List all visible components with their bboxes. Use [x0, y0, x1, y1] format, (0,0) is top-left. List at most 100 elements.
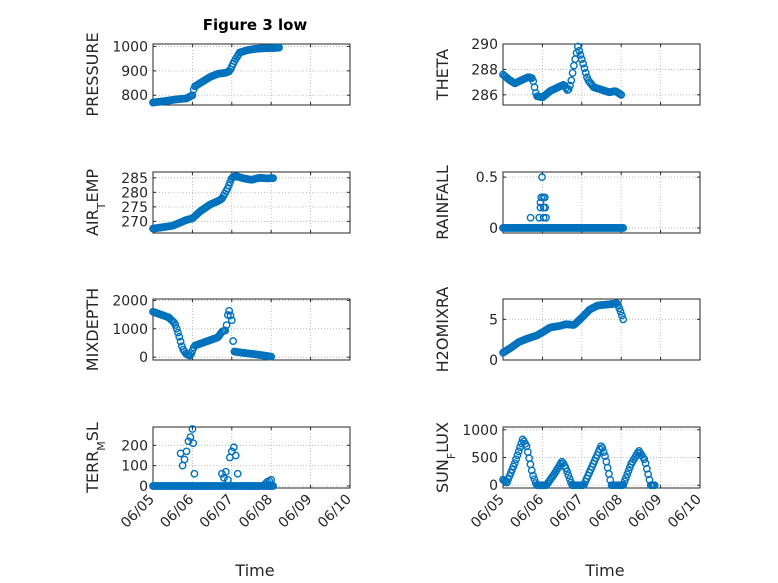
- data-series: [149, 172, 278, 233]
- y-axis-label: SUNFLUX: [433, 422, 458, 493]
- y-tick-label: 275: [121, 200, 148, 216]
- data-point: [567, 76, 576, 85]
- data-point: [617, 311, 626, 320]
- axes-box: [152, 171, 351, 234]
- data-point: [539, 213, 548, 222]
- data-point: [538, 173, 546, 181]
- y-tick-label: 2000: [112, 293, 148, 309]
- data-point: [526, 213, 535, 222]
- data-point: [624, 466, 633, 475]
- data-point: [564, 85, 573, 94]
- data-point: [598, 444, 607, 452]
- data-point: [510, 459, 519, 468]
- data-point: [542, 213, 550, 222]
- data-point: [616, 307, 625, 316]
- data-point: [541, 203, 550, 212]
- data-point: [188, 425, 197, 433]
- y-tick-label: 270: [121, 214, 148, 230]
- data-point: [566, 81, 574, 90]
- data-point: [222, 321, 231, 330]
- data-series: [149, 306, 276, 361]
- subplot-rainfall: 0 0.5 RAINFALL: [433, 165, 701, 240]
- data-point: [176, 337, 185, 346]
- data-point: [171, 321, 180, 329]
- subplot-theta: 286 288 290 THETA: [433, 37, 701, 106]
- data-point: [581, 68, 590, 77]
- data-point: [619, 315, 628, 324]
- y-tick-label: 0.5: [476, 170, 498, 186]
- y-tick-label: 200: [121, 438, 148, 454]
- y-tick-label: 285: [121, 171, 148, 187]
- data-point: [221, 326, 230, 335]
- x-axis-label-left: Time: [234, 561, 274, 580]
- y-tick-label: 100: [121, 459, 148, 475]
- plot-area: [503, 172, 700, 233]
- y-tick-label: 0: [489, 221, 498, 237]
- y-tick-label: 290: [471, 37, 498, 53]
- data-point: [514, 447, 523, 456]
- data-point: [580, 64, 589, 73]
- subplot-pressure: 800 900 1000 PRESSURE: [83, 32, 351, 117]
- data-point: [527, 466, 536, 475]
- data-point: [561, 464, 570, 472]
- data-point: [512, 455, 520, 464]
- data-point: [619, 224, 628, 232]
- data-point: [231, 451, 240, 460]
- data-point: [536, 203, 545, 212]
- data-point: [565, 474, 574, 483]
- y-tick-label: 0: [139, 479, 148, 495]
- data-point: [601, 452, 609, 461]
- y-axis-label: RAINFALL: [433, 165, 452, 240]
- data-point: [620, 477, 629, 486]
- data-point: [619, 480, 628, 489]
- axes-box: [152, 43, 351, 106]
- data-point: [229, 443, 238, 452]
- data-series: [499, 173, 628, 232]
- data-point: [640, 455, 649, 464]
- y-tick-label: 900: [121, 64, 148, 80]
- y-axis-label: MIXDEPTH: [83, 288, 102, 371]
- y-axis-label: H2OMIXRA: [433, 287, 452, 373]
- axes-box: [502, 171, 701, 234]
- data-series: [499, 435, 659, 490]
- y-tick-label: 0: [489, 353, 498, 369]
- data-point: [227, 447, 236, 456]
- data-point: [175, 332, 184, 341]
- data-point: [267, 475, 276, 484]
- plot-area: [503, 299, 700, 360]
- data-point: [186, 433, 195, 442]
- data-series: [149, 43, 283, 107]
- y-tick-label: 280: [121, 185, 148, 201]
- data-point: [227, 316, 236, 325]
- data-point: [577, 55, 586, 64]
- data-point: [617, 90, 626, 99]
- data-point: [221, 467, 230, 476]
- data-point: [540, 193, 549, 202]
- data-point: [229, 337, 238, 345]
- y-tick-label: 0: [139, 350, 148, 366]
- figure-title: Figure 3 low: [203, 16, 308, 34]
- data-point: [622, 473, 630, 482]
- data-point: [573, 42, 582, 51]
- data-point: [563, 467, 571, 476]
- data-point: [223, 475, 232, 484]
- data-point: [184, 437, 193, 446]
- y-axis-label: PRESSURE: [83, 32, 102, 116]
- y-tick-label: 288: [471, 62, 498, 78]
- y-tick-label: 0: [489, 478, 498, 494]
- y-tick-label: 5: [489, 312, 498, 328]
- data-point: [182, 447, 191, 456]
- data-point: [529, 471, 537, 480]
- data-point: [275, 43, 283, 52]
- y-tick-label: 1000: [112, 322, 148, 338]
- data-point: [579, 59, 588, 68]
- subplot-mixdepth: 0 1000 2000 MIXDEPTH: [83, 288, 351, 371]
- data-point: [650, 481, 659, 490]
- y-axis-label: TERRMSL: [83, 422, 108, 494]
- y-tick-label: 800: [121, 88, 148, 104]
- data-point: [189, 439, 198, 448]
- subplot-h2omixra: 0 5 H2OMIXRA: [433, 287, 701, 373]
- y-tick-label: 1000: [462, 423, 498, 439]
